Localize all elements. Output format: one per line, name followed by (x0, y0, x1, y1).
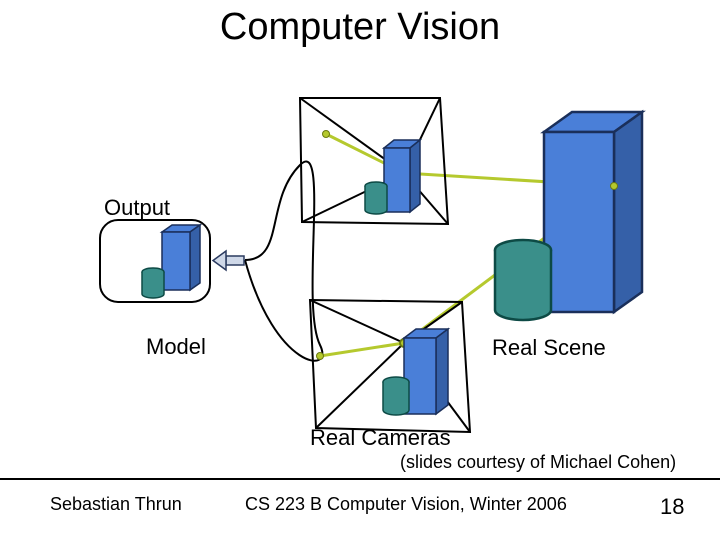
label-real-scene: Real Scene (492, 335, 606, 361)
scene-in-bottom-pyramid (383, 329, 448, 415)
label-model: Model (146, 334, 206, 360)
real-scene-large (495, 112, 642, 320)
credit-text: (slides courtesy of Michael Cohen) (400, 452, 676, 473)
label-real-cameras: Real Cameras (310, 425, 451, 451)
slide: Computer Vision (0, 0, 720, 540)
footer-rule (0, 478, 720, 480)
arrow-left-icon (213, 251, 244, 270)
footer-pagenum: 18 (660, 494, 684, 520)
footer-course: CS 223 B Computer Vision, Winter 2006 (245, 494, 567, 515)
label-output: Output (104, 195, 170, 221)
footer-author: Sebastian Thrun (50, 494, 182, 515)
